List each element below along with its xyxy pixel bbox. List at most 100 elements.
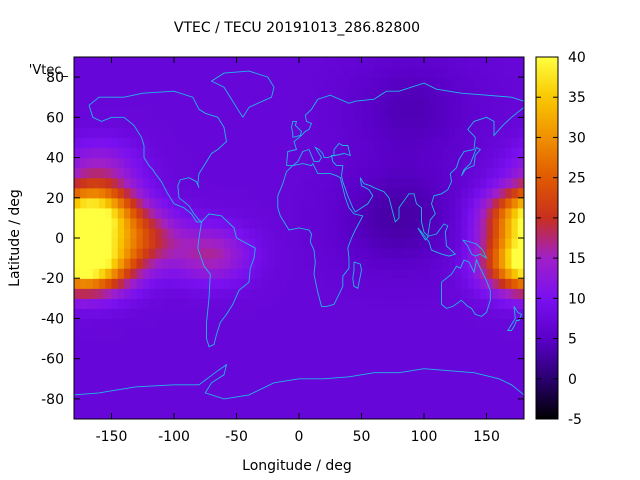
- heatmap-cell: [424, 258, 431, 269]
- heatmap-cell: [224, 127, 231, 139]
- heatmap-cell: [286, 177, 294, 189]
- heatmap-cell: [105, 338, 113, 350]
- heatmap-cell: [130, 358, 138, 370]
- heatmap-cell: [511, 107, 519, 118]
- heatmap-cell: [442, 67, 450, 78]
- heatmap-cell: [517, 268, 524, 279]
- heatmap-cell: [305, 318, 313, 330]
- heatmap-cell: [217, 207, 225, 219]
- heatmap-cell: [455, 127, 463, 139]
- heatmap-cell: [117, 328, 125, 340]
- heatmap-cell: [136, 227, 144, 239]
- heatmap-cell: [299, 87, 306, 98]
- heatmap-cell: [455, 97, 463, 108]
- heatmap-cell: [224, 248, 231, 259]
- heatmap-cell: [211, 197, 219, 209]
- heatmap-cell: [236, 248, 244, 259]
- heatmap-cell: [117, 117, 125, 128]
- heatmap-cell: [136, 137, 144, 149]
- heatmap-cell: [280, 398, 288, 410]
- heatmap-cell: [386, 338, 394, 350]
- heatmap-cell: [480, 97, 488, 108]
- heatmap-cell: [399, 388, 406, 400]
- heatmap-cell: [80, 328, 88, 340]
- heatmap-cell: [167, 177, 175, 189]
- heatmap-cell: [355, 388, 363, 400]
- heatmap-cell: [211, 117, 219, 128]
- heatmap-cell: [230, 398, 238, 410]
- heatmap-cell: [142, 328, 150, 340]
- heatmap-cell: [311, 398, 319, 410]
- heatmap-cell: [92, 77, 100, 88]
- heatmap-cell: [86, 117, 94, 128]
- heatmap-cell: [474, 67, 481, 78]
- heatmap-cell: [480, 358, 488, 370]
- heatmap-cell: [242, 368, 250, 380]
- heatmap-cell: [305, 268, 313, 279]
- heatmap-cell: [311, 67, 319, 78]
- heatmap-cell: [161, 408, 169, 419]
- heatmap-cell: [480, 217, 488, 229]
- heatmap-cell: [124, 107, 131, 118]
- heatmap-cell: [80, 177, 88, 189]
- heatmap-cell: [474, 288, 481, 299]
- heatmap-cell: [217, 278, 225, 289]
- heatmap-cell: [430, 308, 438, 320]
- heatmap-cell: [111, 207, 119, 219]
- heatmap-cell: [392, 57, 400, 68]
- y-tick-label: -80: [41, 392, 64, 408]
- heatmap-cell: [280, 348, 288, 360]
- heatmap-cell: [399, 87, 406, 98]
- heatmap-cell: [299, 177, 306, 189]
- heatmap-cell: [405, 258, 413, 269]
- heatmap-cell: [486, 278, 494, 289]
- heatmap-cell: [424, 137, 431, 149]
- heatmap-cell: [217, 157, 225, 169]
- heatmap-cell: [80, 398, 88, 410]
- heatmap-cell: [274, 187, 281, 199]
- heatmap-cell: [417, 167, 425, 179]
- heatmap-cell: [461, 268, 469, 279]
- heatmap-cell: [249, 127, 256, 139]
- heatmap-cell: [330, 328, 338, 340]
- heatmap-cell: [167, 127, 175, 139]
- heatmap-cell: [161, 398, 169, 410]
- heatmap-cell: [311, 57, 319, 68]
- heatmap-cell: [399, 177, 406, 189]
- x-tick-label: -100: [158, 429, 190, 445]
- heatmap-cell: [255, 157, 263, 169]
- heatmap-cell: [405, 227, 413, 239]
- heatmap-cell: [492, 268, 500, 279]
- heatmap-cell: [92, 97, 100, 108]
- heatmap-cell: [305, 97, 313, 108]
- heatmap-cell: [261, 288, 269, 299]
- heatmap-cell: [117, 147, 125, 159]
- heatmap-cell: [355, 147, 363, 159]
- heatmap-cell: [180, 107, 188, 118]
- heatmap-cell: [399, 187, 406, 199]
- heatmap-cell: [142, 298, 150, 309]
- heatmap-cell: [192, 117, 200, 128]
- heatmap-cell: [255, 87, 263, 98]
- heatmap-cell: [324, 137, 331, 149]
- heatmap-cell: [267, 358, 275, 370]
- heatmap-cell: [280, 388, 288, 400]
- heatmap-cell: [236, 398, 244, 410]
- heatmap-cell: [261, 87, 269, 98]
- heatmap-cell: [255, 308, 263, 320]
- heatmap-cell: [461, 318, 469, 330]
- heatmap-cell: [186, 197, 194, 209]
- heatmap-cell: [161, 278, 169, 289]
- heatmap-cell: [386, 398, 394, 410]
- heatmap-cell: [505, 288, 513, 299]
- heatmap-cell: [455, 238, 463, 249]
- heatmap-cell: [111, 408, 119, 419]
- heatmap-cell: [399, 288, 406, 299]
- heatmap-cell: [492, 298, 500, 309]
- heatmap-cell: [299, 408, 306, 419]
- heatmap-cell: [367, 167, 375, 179]
- heatmap-cell: [167, 298, 175, 309]
- heatmap-cell: [299, 268, 306, 279]
- heatmap-cell: [461, 67, 469, 78]
- heatmap-cell: [317, 358, 325, 370]
